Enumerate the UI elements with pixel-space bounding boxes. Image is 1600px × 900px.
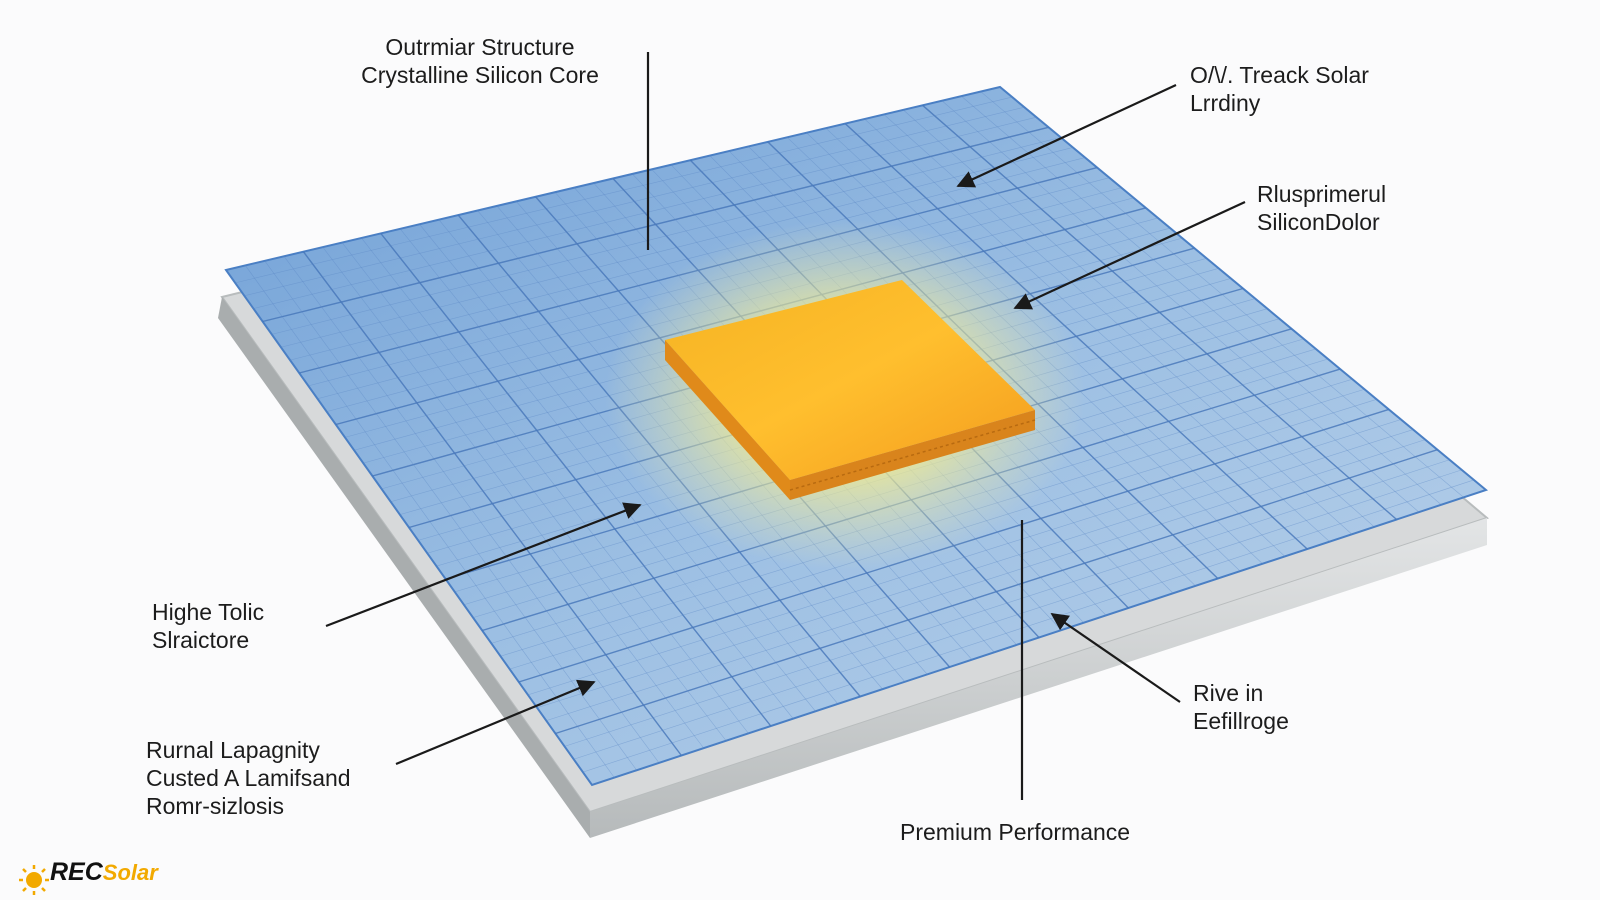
grid-line: [235, 96, 1013, 284]
callout-arrow-left-middle: [325, 502, 642, 628]
callout-arrow-left-lower: [395, 679, 596, 766]
label-left-lower: Rurnal Lapagnity Custed A Lamifsand Romr…: [146, 736, 351, 820]
label-top-right-line-1: O/\/. Treack Solar: [1190, 62, 1369, 88]
rec-solar-logo: RECSolar: [16, 856, 186, 896]
label-left-lower-line-3: Romr-sizlosis: [146, 793, 284, 819]
grid-line: [264, 260, 637, 771]
grid-line: [941, 100, 1420, 513]
grid-line: [280, 147, 1073, 348]
grid-line: [399, 228, 794, 719]
callout-arrow-top-right: [956, 84, 1177, 188]
grid-line: [245, 265, 615, 778]
grid-line: [555, 449, 1438, 735]
callout-lines: [325, 52, 1246, 800]
logo-wordmark: RECSolar: [50, 858, 158, 887]
grid-line: [582, 479, 1474, 773]
grid-line: [864, 118, 1330, 542]
logo-product: Solar: [102, 860, 158, 885]
label-top-center: Outrmiar Structure Crystalline Silicon C…: [330, 33, 630, 89]
label-right-upper-line-2: SiliconDolor: [1257, 209, 1380, 235]
callout-arrow-right-upper: [1013, 201, 1246, 310]
grid-line: [419, 224, 816, 712]
logo-brand: REC: [50, 858, 103, 886]
grid-line: [844, 123, 1308, 550]
label-left-middle: Highe Tolic Slraictore: [152, 598, 264, 654]
grid-line: [244, 106, 1025, 297]
grid-line: [303, 251, 682, 756]
label-top-center-line-2: Crystalline Silicon Core: [361, 62, 599, 88]
grid-line: [322, 246, 704, 749]
grid-line: [341, 242, 727, 741]
label-right-upper: Rlusprimerul SiliconDolor: [1257, 180, 1386, 236]
label-top-right: O/\/. Treack Solar Lrrdiny: [1190, 61, 1369, 117]
label-right-lower: Rive in Eefillroge: [1193, 679, 1289, 735]
grid-line: [289, 157, 1086, 361]
grid-line: [555, 449, 1438, 734]
grid-line: [922, 104, 1398, 521]
grid-line: [961, 95, 1442, 505]
label-right-lower-line-1: Rive in: [1193, 680, 1264, 706]
callout-arrow-right-lower: [1050, 613, 1181, 703]
grid-line: [271, 137, 1061, 335]
label-right-upper-line-1: Rlusprimerul: [1257, 181, 1387, 207]
label-top-center-line-1: Outrmiar Structure: [385, 34, 575, 60]
label-left-middle-line-1: Highe Tolic: [152, 599, 265, 625]
label-bottom-center-text: Premium Performance: [900, 819, 1131, 845]
label-bottom-center: Premium Performance: [900, 818, 1130, 846]
label-left-lower-line-1: Rurnal Lapagnity: [146, 737, 320, 763]
label-left-lower-line-2: Custed A Lamifsand: [146, 765, 351, 791]
sun-icon: [19, 865, 49, 895]
grid-line: [283, 256, 660, 764]
grid-line: [361, 237, 749, 734]
label-left-middle-line-2: Slraictore: [152, 627, 250, 653]
grid-line: [903, 109, 1375, 528]
grid-line: [922, 105, 1397, 520]
grid-line: [844, 123, 1308, 550]
grid-line: [380, 233, 772, 727]
label-right-lower-line-2: Eefillroge: [1193, 708, 1289, 734]
grid-line: [564, 459, 1450, 747]
grid-line: [253, 116, 1037, 309]
grid-line: [546, 439, 1426, 721]
silicon-core: [665, 280, 1036, 500]
grid-line: [537, 429, 1414, 709]
grid-line: [573, 469, 1462, 760]
grid-line: [980, 91, 1464, 498]
grid-line: [262, 127, 1049, 322]
label-top-right-line-2: Lrrdiny: [1190, 90, 1261, 116]
grid-line: [527, 419, 1402, 696]
